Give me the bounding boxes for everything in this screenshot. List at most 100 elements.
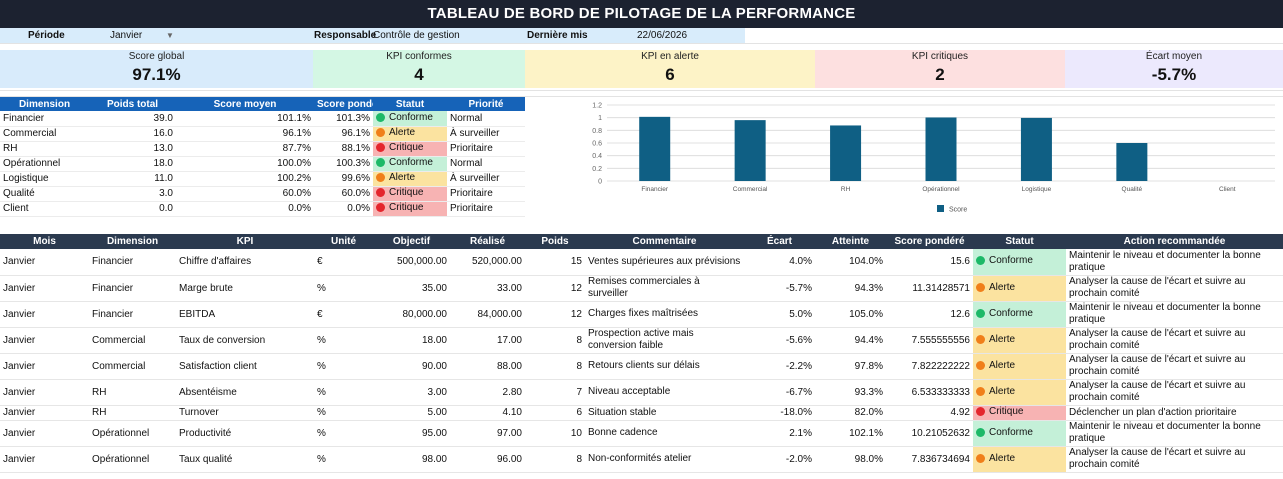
dimension-cell[interactable]: Commercial xyxy=(89,327,176,354)
score-pondere-cell[interactable]: 10.21052632 xyxy=(886,420,973,447)
pondere-cell[interactable]: 88.1% xyxy=(314,141,373,157)
score-pondere-cell[interactable]: 7.555555556 xyxy=(886,327,973,354)
action-cell[interactable]: Maintenir le niveau et documenter la bon… xyxy=(1066,420,1283,447)
objectif-cell[interactable]: 95.00 xyxy=(373,420,450,447)
objectif-cell[interactable]: 500,000.00 xyxy=(373,249,450,276)
unite-cell[interactable]: % xyxy=(314,275,373,302)
score-cell[interactable]: 87.7% xyxy=(176,141,314,157)
score-pondere-cell[interactable]: 7.836734694 xyxy=(886,446,973,473)
unite-cell[interactable]: % xyxy=(314,379,373,406)
score-cell[interactable]: 0.0% xyxy=(176,201,314,217)
dimension-cell[interactable]: Client xyxy=(0,201,89,217)
ecart-cell[interactable]: -2.0% xyxy=(744,446,815,473)
col-header[interactable]: Unité xyxy=(314,234,373,249)
objectif-cell[interactable]: 90.00 xyxy=(373,353,450,380)
realise-cell[interactable]: 4.10 xyxy=(450,405,525,421)
dimension-cell[interactable]: Financier xyxy=(0,111,89,127)
score-cell[interactable]: 101.1% xyxy=(176,111,314,127)
col-header[interactable]: Commentaire xyxy=(585,234,744,249)
action-cell[interactable]: Analyser la cause de l'écart et suivre a… xyxy=(1066,275,1283,302)
col-header[interactable]: Atteinte xyxy=(815,234,886,249)
poids-cell[interactable]: 18.0 xyxy=(89,156,176,172)
poids-cell[interactable]: 7 xyxy=(525,379,585,406)
commentaire-cell[interactable]: Non-conformités atelier xyxy=(585,446,744,473)
status-badge[interactable]: Alerte xyxy=(973,379,1066,406)
realise-cell[interactable]: 33.00 xyxy=(450,275,525,302)
realise-cell[interactable]: 88.00 xyxy=(450,353,525,380)
unite-cell[interactable]: € xyxy=(314,249,373,276)
kpi-name-cell[interactable]: Productivité xyxy=(176,420,314,447)
commentaire-cell[interactable]: Retours clients sur délais xyxy=(585,353,744,380)
dimension-cell[interactable]: Commercial xyxy=(89,353,176,380)
ecart-cell[interactable]: 5.0% xyxy=(744,301,815,328)
status-badge[interactable]: Critique xyxy=(373,186,447,202)
dimension-cell[interactable]: Commercial xyxy=(0,126,89,142)
derniere-maj-value[interactable]: 22/06/2026 xyxy=(637,30,688,41)
dimension-cell[interactable]: Opérationnel xyxy=(89,420,176,447)
score-pondere-cell[interactable]: 7.822222222 xyxy=(886,353,973,380)
status-badge[interactable]: Alerte xyxy=(373,171,447,187)
pondere-cell[interactable]: 101.3% xyxy=(314,111,373,127)
mois-cell[interactable]: Janvier xyxy=(0,446,89,473)
mois-cell[interactable]: Janvier xyxy=(0,353,89,380)
commentaire-cell[interactable]: Remises commerciales à surveiller xyxy=(585,275,744,302)
kpi-name-cell[interactable]: Absentéisme xyxy=(176,379,314,406)
objectif-cell[interactable]: 35.00 xyxy=(373,275,450,302)
status-badge[interactable]: Critique xyxy=(973,405,1066,421)
pondere-cell[interactable]: 96.1% xyxy=(314,126,373,142)
poids-cell[interactable]: 8 xyxy=(525,353,585,380)
priorite-cell[interactable]: Normal xyxy=(447,156,525,172)
priorite-cell[interactable]: À surveiller xyxy=(447,171,525,187)
realise-cell[interactable]: 17.00 xyxy=(450,327,525,354)
objectif-cell[interactable]: 98.00 xyxy=(373,446,450,473)
status-badge[interactable]: Critique xyxy=(373,141,447,157)
realise-cell[interactable]: 520,000.00 xyxy=(450,249,525,276)
priorite-cell[interactable]: À surveiller xyxy=(447,126,525,142)
status-badge[interactable]: Conforme xyxy=(373,156,447,172)
status-badge[interactable]: Alerte xyxy=(973,353,1066,380)
action-cell[interactable]: Maintenir le niveau et documenter la bon… xyxy=(1066,249,1283,276)
realise-cell[interactable]: 96.00 xyxy=(450,446,525,473)
status-badge[interactable]: Alerte xyxy=(373,126,447,142)
ecart-cell[interactable]: 4.0% xyxy=(744,249,815,276)
col-header[interactable]: Réalisé xyxy=(450,234,525,249)
responsable-value[interactable]: Contrôle de gestion xyxy=(373,30,460,41)
poids-cell[interactable]: 12 xyxy=(525,301,585,328)
col-header[interactable]: Statut xyxy=(973,234,1066,249)
commentaire-cell[interactable]: Charges fixes maîtrisées xyxy=(585,301,744,328)
priorite-cell[interactable]: Normal xyxy=(447,111,525,127)
priorite-cell[interactable]: Prioritaire xyxy=(447,186,525,202)
mois-cell[interactable]: Janvier xyxy=(0,405,89,421)
mois-cell[interactable]: Janvier xyxy=(0,420,89,447)
atteinte-cell[interactable]: 105.0% xyxy=(815,301,886,328)
action-cell[interactable]: Maintenir le niveau et documenter la bon… xyxy=(1066,301,1283,328)
commentaire-cell[interactable]: Bonne cadence xyxy=(585,420,744,447)
poids-cell[interactable]: 39.0 xyxy=(89,111,176,127)
status-badge[interactable]: Conforme xyxy=(973,420,1066,447)
kpi-name-cell[interactable]: Satisfaction client xyxy=(176,353,314,380)
mois-cell[interactable]: Janvier xyxy=(0,275,89,302)
poids-cell[interactable]: 8 xyxy=(525,446,585,473)
action-cell[interactable]: Analyser la cause de l'écart et suivre a… xyxy=(1066,353,1283,380)
dimension-cell[interactable]: Financier xyxy=(89,301,176,328)
poids-cell[interactable]: 6 xyxy=(525,405,585,421)
kpi-name-cell[interactable]: Turnover xyxy=(176,405,314,421)
mois-cell[interactable]: Janvier xyxy=(0,327,89,354)
status-badge[interactable]: Conforme xyxy=(373,111,447,127)
col-header[interactable]: Priorité xyxy=(447,97,525,111)
poids-cell[interactable]: 3.0 xyxy=(89,186,176,202)
atteinte-cell[interactable]: 102.1% xyxy=(815,420,886,447)
atteinte-cell[interactable]: 104.0% xyxy=(815,249,886,276)
col-header[interactable]: Score pondé xyxy=(314,97,373,111)
unite-cell[interactable]: % xyxy=(314,405,373,421)
status-badge[interactable]: Alerte xyxy=(973,275,1066,302)
kpi-name-cell[interactable]: Chiffre d'affaires xyxy=(176,249,314,276)
status-badge[interactable]: Conforme xyxy=(973,249,1066,276)
poids-cell[interactable]: 12 xyxy=(525,275,585,302)
realise-cell[interactable]: 84,000.00 xyxy=(450,301,525,328)
col-header[interactable]: KPI xyxy=(176,234,314,249)
col-header[interactable]: Action recommandée xyxy=(1066,234,1283,249)
score-cell[interactable]: 100.2% xyxy=(176,171,314,187)
chevron-down-icon[interactable]: ▼ xyxy=(166,31,174,40)
atteinte-cell[interactable]: 97.8% xyxy=(815,353,886,380)
